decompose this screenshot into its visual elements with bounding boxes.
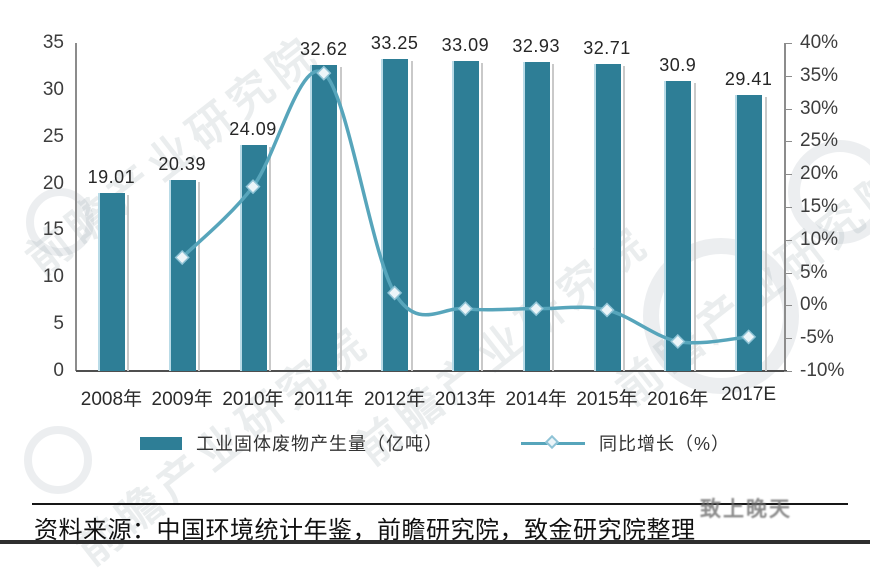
- left-axis-tick-label: 15: [42, 219, 64, 241]
- right-axis-tick-label: 25%: [800, 130, 839, 152]
- bar-shadow: [623, 66, 625, 371]
- right-axis-tick-mark: [784, 207, 792, 208]
- source-divider: [32, 503, 848, 505]
- right-axis-tick-mark: [784, 305, 792, 307]
- bar: [735, 95, 763, 371]
- chart-figure: 前瞻产业研究院前瞻产业研究院前瞻产业研究院前瞻产业研究院 35302520151…: [0, 26, 870, 575]
- watermark-corner-text: 致上晚天: [700, 498, 792, 521]
- bar-shadow: [198, 181, 201, 371]
- bar: [664, 81, 692, 371]
- right-axis-tick-mark: [784, 272, 792, 274]
- line-marker: [387, 285, 403, 301]
- bar-shadow: [339, 67, 342, 371]
- right-axis-tick-label: 0%: [800, 294, 828, 316]
- growth-line: [180, 69, 751, 345]
- bar: [522, 62, 550, 371]
- right-axis-tick-mark: [784, 75, 792, 77]
- line-marker: [457, 301, 473, 317]
- bar-shadow: [410, 61, 413, 371]
- left-axis-tick-label: 10: [42, 266, 64, 288]
- right-axis-tick-label: 20%: [800, 163, 839, 185]
- bar: [310, 65, 338, 371]
- bar-shadow: [764, 97, 767, 371]
- bar-series-label: 工业固体废物产生量（亿吨）: [195, 434, 443, 454]
- left-axis-tick-label: 30: [42, 78, 64, 100]
- line-marker: [528, 301, 544, 317]
- x-axis-tick-label: 2014年: [505, 389, 567, 410]
- x-axis-tick-label: 2016年: [647, 389, 709, 410]
- left-axis-line: [75, 43, 77, 371]
- x-axis-tick-label: 2010年: [222, 389, 284, 410]
- line-marker: [245, 179, 261, 195]
- bar: [381, 59, 409, 371]
- bar-shadow: [481, 62, 484, 371]
- bar-value-label: 19.01: [87, 166, 136, 187]
- x-axis-tick-label: 2011年: [293, 389, 354, 410]
- right-axis-tick-label: 15%: [800, 196, 839, 217]
- line-marker: [741, 329, 757, 345]
- bar-value-label: 32.93: [512, 36, 560, 57]
- bar-series-swatch: [139, 436, 182, 450]
- line-marker: [599, 302, 615, 318]
- right-axis-tick-mark: [784, 239, 792, 241]
- right-axis-tick-label: 5%: [800, 261, 828, 283]
- growth-line-chart: [174, 65, 757, 350]
- right-axis-tick-label: 40%: [800, 32, 839, 53]
- line-marker: [670, 333, 686, 350]
- x-axis-tick-label: 2015年: [576, 389, 638, 410]
- bar-value-label: 20.39: [158, 153, 206, 174]
- x-axis-line: [76, 370, 787, 372]
- right-axis-tick-label: -5%: [800, 327, 834, 349]
- bar-value-label: 30.9: [659, 55, 697, 76]
- right-axis-tick-mark: [784, 338, 792, 340]
- bar: [97, 192, 125, 371]
- source-text: 资料来源：中国环境统计年鉴，前瞻研究院，致金研究院整理: [34, 517, 696, 544]
- bottom-border: [0, 540, 870, 544]
- bar-shadow: [269, 147, 271, 371]
- bar-shadow: [127, 194, 130, 371]
- bar: [593, 64, 621, 371]
- bar: [451, 60, 479, 371]
- right-axis-tick-label: 30%: [800, 97, 839, 119]
- bar-value-label: 32.62: [300, 39, 348, 60]
- right-axis-tick-mark: [784, 141, 792, 143]
- right-axis-tick-label: -10%: [800, 360, 845, 381]
- plot-area: 35 30 25 20 15 10 5 0 40% 35% 30% 25% 20% 15% 10% 5% 0% -…: [42, 32, 845, 410]
- left-axis-tick-label: 5: [53, 313, 64, 335]
- bar-value-label: 32.71: [583, 38, 631, 59]
- bar-shadow: [693, 83, 696, 371]
- x-axis-tick-label: 2008年: [80, 389, 143, 410]
- right-axis-tick-label: 35%: [800, 64, 839, 86]
- left-axis-tick-label: 0: [53, 360, 64, 381]
- diamond-marker-icon: [544, 434, 560, 450]
- legend-item-line-series: 同比增长（%）: [520, 430, 730, 456]
- x-axis-tick-label: 2012年: [363, 389, 426, 410]
- line-series-swatch: [520, 434, 585, 450]
- left-axis-tick-label: 35: [42, 32, 64, 53]
- x-axis-tick-label: 2009年: [151, 389, 213, 410]
- bar: [168, 179, 196, 371]
- x-axis-tick-label: 2017E: [721, 384, 777, 405]
- right-axis-tick-label: 10%: [800, 228, 839, 250]
- bar-value-label: 29.41: [724, 69, 773, 90]
- left-axis-tick-label: 25: [42, 125, 64, 147]
- right-axis-tick-mark: [784, 174, 792, 176]
- bar-shadow: [552, 64, 555, 371]
- right-axis-tick-mark: [784, 108, 792, 110]
- bar-value-label: 24.09: [229, 119, 277, 140]
- bar-value-label: 33.09: [441, 34, 490, 55]
- line-series-label: 同比增长（%）: [598, 434, 730, 454]
- bar-value-label: 33.25: [370, 33, 419, 54]
- right-axis-tick-mark: [784, 43, 792, 44]
- left-axis-tick-label: 20: [42, 172, 64, 194]
- legend: 工业固体废物产生量（亿吨） 同比增长（%）: [0, 430, 870, 456]
- line-marker: [174, 249, 190, 266]
- legend-item-bar-series: 工业固体废物产生量（亿吨）: [139, 430, 443, 456]
- x-axis-tick-label: 2013年: [434, 389, 497, 410]
- right-axis-tick-mark: [784, 371, 792, 372]
- line-marker: [316, 65, 332, 81]
